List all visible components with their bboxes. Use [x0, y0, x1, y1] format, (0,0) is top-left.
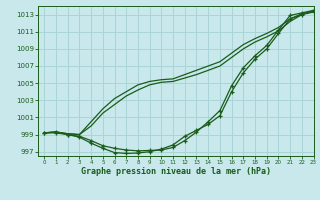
X-axis label: Graphe pression niveau de la mer (hPa): Graphe pression niveau de la mer (hPa): [81, 167, 271, 176]
